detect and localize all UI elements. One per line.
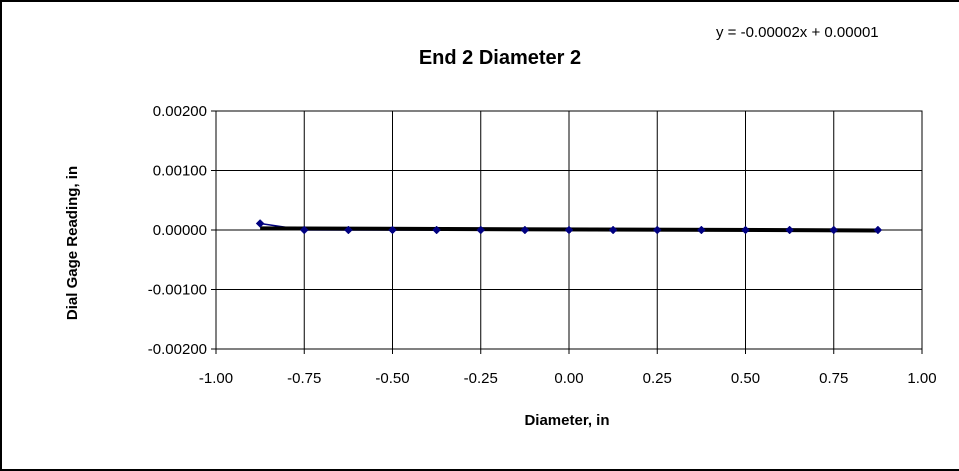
y-axis-title: Dial Gage Reading, in bbox=[64, 166, 81, 320]
x-tick-label: 0.75 bbox=[819, 370, 848, 387]
data-point bbox=[520, 225, 530, 235]
y-tick-label: 0.00100 bbox=[153, 163, 207, 180]
data-point bbox=[873, 225, 883, 235]
x-tick-label: -0.75 bbox=[287, 370, 321, 387]
data-point bbox=[255, 219, 265, 228]
y-tick-label: 0.00200 bbox=[153, 103, 207, 120]
chart-title: End 2 Diameter 2 bbox=[419, 47, 581, 69]
data-point bbox=[432, 225, 441, 235]
data-point bbox=[388, 225, 397, 235]
y-tick-label: 0.00000 bbox=[153, 222, 207, 239]
data-point bbox=[299, 225, 309, 235]
series-layer bbox=[255, 219, 883, 235]
x-tick-label: -1.00 bbox=[199, 370, 233, 387]
data-point bbox=[785, 225, 794, 235]
data-point bbox=[829, 225, 839, 235]
data-point bbox=[697, 225, 706, 235]
data-point bbox=[652, 225, 662, 235]
trendline-equation: y = -0.00002x + 0.00001 bbox=[716, 24, 879, 41]
data-point bbox=[476, 225, 486, 235]
data-point bbox=[344, 225, 353, 235]
x-tick-label: -0.25 bbox=[464, 370, 498, 387]
x-tick-label: 0.25 bbox=[643, 370, 672, 387]
data-point bbox=[608, 225, 618, 235]
x-tick-label: 1.00 bbox=[907, 370, 936, 387]
y-tick-label: -0.00100 bbox=[148, 282, 207, 299]
x-tick-label: 0.50 bbox=[731, 370, 760, 387]
axis-layer: 0.00200 0.00100 0.00000 -0.00100 -0.00200 -1.… bbox=[148, 103, 937, 387]
x-tick-label: 0.00 bbox=[554, 370, 583, 387]
data-point bbox=[741, 225, 750, 235]
x-tick-label: -0.50 bbox=[375, 370, 409, 387]
x-axis-title: Diameter, in bbox=[524, 412, 609, 429]
y-tick-label: -0.00200 bbox=[148, 341, 207, 358]
data-point bbox=[564, 225, 574, 235]
